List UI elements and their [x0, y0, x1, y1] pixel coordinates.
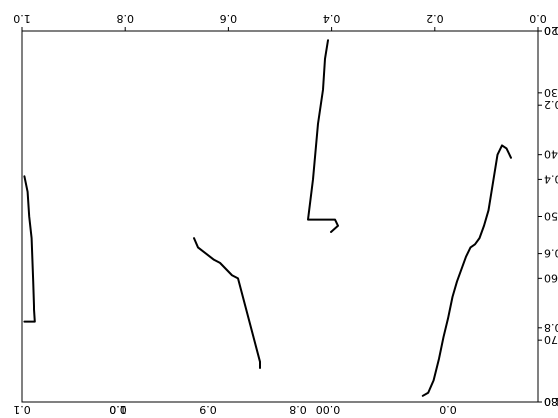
series-line — [193, 237, 261, 369]
frame-bottom-tick-label: 0.6 — [220, 12, 238, 25]
series-line — [307, 39, 339, 233]
sub-x-tick-label: 0.9 — [199, 403, 217, 416]
frame-bottom-tick-label: 0.8 — [116, 12, 134, 25]
sub-y-tick-label: 50 — [544, 210, 558, 223]
sub-x-tick-label: 0.00 — [316, 403, 341, 416]
series-line — [421, 144, 512, 397]
frame-left-tick-label: 0.8 — [544, 321, 558, 334]
frame-bottom-tick-label: 0.4 — [323, 12, 341, 25]
rotated-chart-group: 0.00.20.40.60.81.00.00.20.40.60.81.02030… — [13, 12, 558, 416]
chart-marks-layer: 0.00.20.40.60.81.00.00.20.40.60.81.02030… — [13, 12, 558, 416]
frame-bottom-tick-label: 0.2 — [426, 12, 444, 25]
sub-x-tick-label: 0.0 — [109, 403, 127, 416]
sub-x-tick-label: 0.0 — [439, 403, 457, 416]
sub-y-tick-label: 70 — [544, 333, 558, 346]
frame-left-tick-label: 1.0 — [544, 395, 558, 408]
sub-y-tick-label: 40 — [544, 148, 558, 161]
sub-x-tick-label: 0.8 — [289, 403, 307, 416]
frame-bottom-tick-label: 1.0 — [13, 12, 31, 25]
frame-left-tick-label: 0.0 — [544, 24, 558, 37]
frame-left-tick-label: 0.2 — [544, 98, 558, 111]
sub-y-tick-label: 80 — [544, 395, 558, 408]
frame-bottom-tick-label: 0.0 — [529, 12, 547, 25]
sub-y-tick-label: 20 — [544, 24, 558, 37]
frame-left-tick-label: 0.4 — [544, 172, 558, 185]
series-line — [23, 175, 36, 323]
sub-y-tick-label: 30 — [544, 86, 558, 99]
sub-y-tick-label: 60 — [544, 271, 558, 284]
sub-x-tick-label: 0.1 — [13, 403, 31, 416]
sub-x-tick-label: 1.0 — [109, 403, 127, 416]
frame-left-tick-label: 0.6 — [544, 247, 558, 260]
